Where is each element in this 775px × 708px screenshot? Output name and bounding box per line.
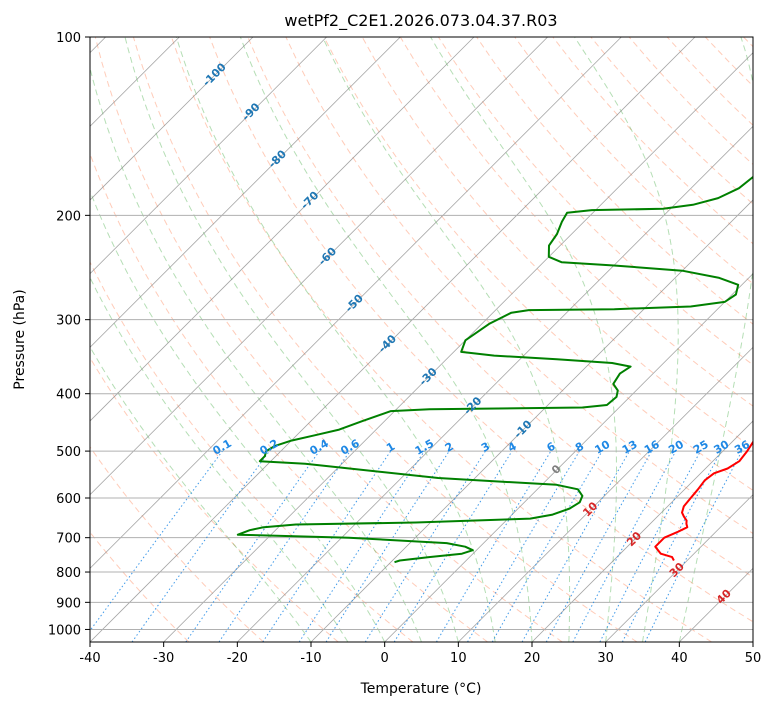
y-tick-label: 500 [56, 445, 81, 460]
dry-adiabat [209, 37, 753, 623]
dry-adiabat [171, 37, 712, 642]
y-tick-label: 300 [56, 314, 81, 329]
isotherm-line [384, 273, 753, 642]
moist-adiabat [430, 37, 617, 642]
mixing-ratio-line [185, 450, 320, 642]
mixing-ratio-line [393, 450, 513, 642]
y-tick-label: 1000 [48, 623, 81, 638]
isotherm-line [605, 494, 753, 642]
isotherm-line [531, 420, 753, 642]
moist-adiabat [90, 65, 422, 642]
mixing-ratio-line [262, 450, 392, 642]
isotherm-line [90, 37, 475, 422]
y-tick-label: 900 [56, 596, 81, 611]
isotherm-line [237, 125, 753, 642]
dry-adiabat [476, 37, 753, 325]
mixing-ratio-line [218, 450, 351, 642]
mixing-ratio-line [521, 450, 630, 642]
isotherm-line [458, 346, 753, 642]
x-tick-label: 20 [524, 651, 541, 666]
mixing-ratio-line [90, 450, 223, 632]
moist-adiabat [678, 37, 753, 642]
moist-adiabat [90, 189, 386, 642]
moist-adiabat [90, 276, 349, 642]
moist-adiabat [239, 37, 533, 642]
y-tick-label: 400 [56, 388, 81, 403]
isotherm-line [90, 37, 327, 275]
x-tick-label: 40 [671, 651, 688, 666]
mixing-ratio-line [131, 450, 270, 642]
y-tick-label: 100 [56, 31, 81, 46]
dry-adiabat [90, 356, 339, 642]
x-tick-label: 30 [597, 651, 614, 666]
background-lines [90, 37, 753, 642]
y-tick-label: 800 [56, 566, 81, 581]
y-tick-label: 700 [56, 532, 81, 547]
isotherm-line [90, 37, 622, 569]
dry-adiabat [285, 37, 753, 535]
isotherm-line [90, 37, 254, 201]
isotherm-line [90, 37, 401, 348]
dry-adiabat [132, 37, 638, 642]
isotherm-line [90, 37, 696, 642]
temperature-line [654, 408, 753, 561]
mixing-ratio-line [325, 450, 450, 642]
y-axis: 100 200 300 400 500 600 700 800 900 1000 [48, 31, 90, 638]
x-tick-label: -20 [227, 651, 248, 666]
moist-adiabat [175, 37, 496, 642]
x-axis-label: Temperature (°C) [360, 681, 482, 697]
dry-adiabat [514, 37, 753, 285]
dewpoint-line [236, 175, 753, 564]
dry-adiabat [94, 37, 563, 642]
dry-adiabat [90, 260, 414, 642]
y-axis-label: Pressure (hPa) [12, 289, 28, 389]
x-tick-label: 0 [381, 651, 389, 666]
mixing-ratio-line [644, 450, 743, 642]
x-tick-label: -10 [300, 651, 321, 666]
moist-adiabat [574, 37, 679, 642]
dry-adiabat [90, 446, 264, 642]
moist-adiabat [124, 37, 459, 642]
profile-lines [236, 175, 753, 564]
chart-title: wetPf2_C2E1.2026.073.04.37.R03 [284, 11, 557, 31]
dry-adiabat [323, 37, 753, 491]
x-tick-label: 10 [450, 651, 467, 666]
x-axis: -40 -30 -20 -10 0 10 20 30 40 50 [79, 642, 761, 666]
isotherm-line [90, 37, 548, 496]
mixing-ratio-line [545, 450, 653, 642]
x-tick-label: -40 [79, 651, 100, 666]
mixing-ratio-line [298, 450, 425, 642]
mixing-ratio-line [572, 450, 677, 642]
x-tick-label: 50 [745, 651, 762, 666]
y-tick-label: 200 [56, 209, 81, 224]
y-tick-label: 600 [56, 492, 81, 507]
x-tick-label: -30 [153, 651, 174, 666]
plot-frame [89, 36, 754, 643]
dry-adiabat [247, 37, 753, 578]
